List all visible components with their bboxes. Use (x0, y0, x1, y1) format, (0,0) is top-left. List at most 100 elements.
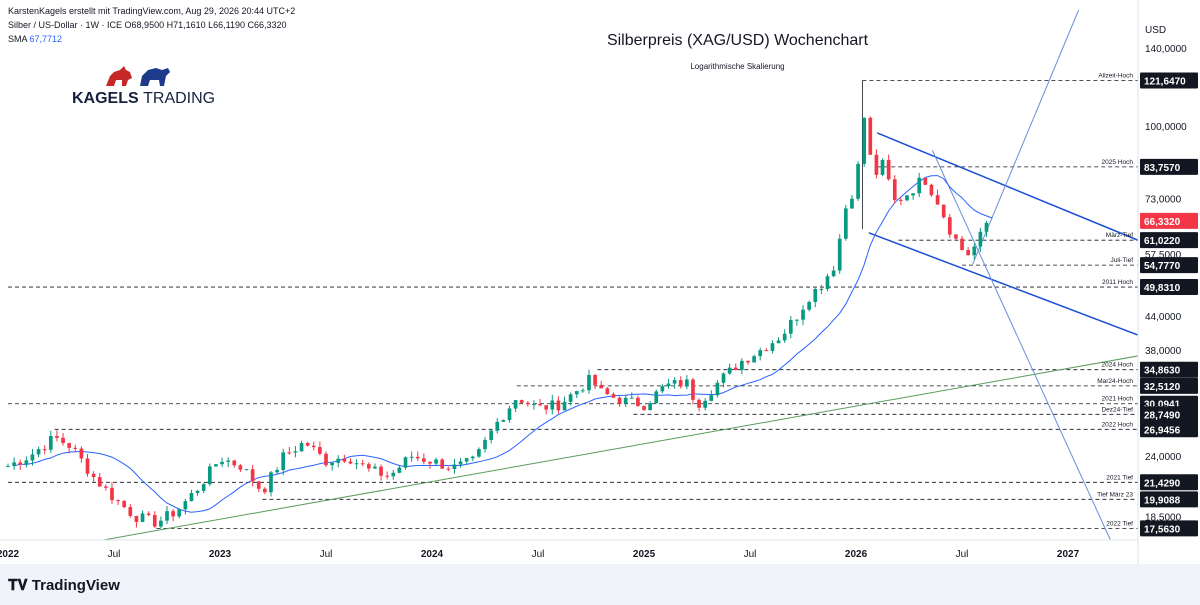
level-label: Juli-Tief (1110, 257, 1133, 264)
candle-body (489, 430, 493, 440)
candle-body (947, 217, 952, 235)
chart-header-info: KarstenKagels erstellt mit TradingView.c… (8, 4, 295, 46)
candle-body (269, 472, 273, 493)
candle-body (788, 320, 793, 334)
level-label: 2024 Hoch (1102, 362, 1134, 369)
tradingview-logo[interactable]: 𝐓𝐕 TradingView (8, 577, 120, 594)
candle-body (642, 406, 646, 411)
level-price-tag: 54,7770 (1144, 261, 1181, 272)
candle-body (61, 437, 65, 444)
sma-label: SMA (8, 34, 28, 44)
candle-body (146, 513, 151, 515)
candle-body (721, 373, 726, 383)
candle-series (6, 116, 989, 529)
candle-body (440, 459, 445, 469)
candle-body (880, 159, 885, 175)
candle-body (611, 394, 616, 398)
candle-body (452, 464, 457, 470)
candle-body (954, 234, 958, 239)
candle-body (868, 117, 873, 155)
candle-body (715, 382, 720, 396)
candle-body (556, 400, 561, 411)
candle-body (691, 379, 695, 400)
candle-body (562, 401, 567, 411)
candle-body (422, 458, 426, 462)
level-price-tag-bg (1140, 520, 1198, 537)
level-price-tag-bg (1140, 361, 1198, 378)
level-price-tag-bg (1140, 474, 1198, 491)
level-price-tag: 83,7570 (1144, 163, 1181, 174)
symbol-label: Silber / US-Dollar · 1W · ICE (8, 20, 123, 30)
chart-area[interactable]: Allzeit-Hoch 2025 Hoch März-Tief Juli-Tief 2… (0, 0, 1200, 564)
candle-body (189, 493, 194, 502)
x-tick-label: 2027 (1057, 549, 1080, 560)
candle-body (795, 319, 799, 321)
candle-body (177, 509, 182, 517)
candle-body (507, 408, 512, 421)
level-price-tag-bg (1140, 421, 1198, 438)
level-label: 2021 Tief (1106, 474, 1133, 481)
candle-body (6, 466, 10, 468)
candle-body (862, 117, 867, 164)
chart-title: Silberpreis (XAG/USD) Wochenchart (606, 32, 869, 49)
candle-body (415, 456, 420, 459)
candle-body (55, 436, 59, 438)
candle-body (385, 475, 390, 477)
level-price-tag: 26,9456 (1144, 425, 1181, 436)
kagels-trading-logo: KAGELS TRADING (70, 64, 215, 114)
candle-body (740, 360, 744, 370)
x-tick-label: Jul (108, 549, 121, 560)
candle-body (758, 350, 763, 357)
candle-body (666, 383, 671, 387)
candle-body (929, 184, 934, 196)
candle-body (311, 445, 316, 448)
level-price-tag: 17,5630 (1144, 524, 1181, 535)
time-axis[interactable]: 2022 Jul 2023 Jul 2024 Jul 2025 Jul 2026 Jul 2027 (0, 539, 1138, 560)
candle-body (813, 289, 818, 302)
candle-body (403, 457, 408, 468)
price-axis[interactable]: USD 140,0000 100,0000 73,0000 57,5000 44,0000… (1137, 0, 1198, 564)
candle-body (672, 380, 677, 384)
candle-body (250, 469, 255, 482)
candle-body (648, 403, 652, 411)
candle-body (373, 466, 377, 469)
level-price-tag: 61,0220 (1144, 236, 1181, 247)
candle-body (409, 456, 414, 458)
y-tick-label: 140,0000 (1145, 44, 1187, 55)
candle-body (837, 238, 842, 271)
level-price-tag-bg (1140, 406, 1198, 423)
candle-body (856, 163, 860, 199)
candle-body (660, 386, 665, 392)
candle-body (899, 199, 903, 201)
level-labels: Allzeit-Hoch 2025 Hoch März-Tief Juli-Tief 2… (1097, 73, 1133, 528)
y-tick-label: 73,0000 (1145, 195, 1182, 206)
candle-body (348, 461, 353, 464)
candle-body (97, 477, 102, 487)
candle-body (550, 400, 555, 410)
candle-body (807, 301, 811, 310)
currency-label: USD (1145, 25, 1166, 36)
candle-body (299, 443, 304, 452)
attribution-line: KarstenKagels erstellt mit TradingView.c… (8, 6, 296, 16)
candle-body (281, 452, 286, 471)
level-price-tag-bg (1140, 257, 1198, 274)
candle-body (140, 513, 145, 522)
candle-body (226, 460, 230, 462)
level-price-tag: 49,8310 (1144, 283, 1181, 294)
candle-body (446, 468, 451, 470)
candle-body (48, 436, 53, 450)
candle-body (379, 466, 383, 476)
candle-body (336, 458, 341, 463)
candle-body (617, 397, 622, 404)
candle-body (42, 449, 47, 451)
level-label: 2022 Tief (1106, 520, 1133, 527)
steep-up-line (972, 9, 1080, 265)
candle-body (532, 403, 536, 405)
candle-body (122, 501, 127, 508)
candle-body (709, 395, 714, 401)
candle-body (342, 458, 347, 462)
brand-bold: KAGELS (72, 90, 139, 107)
x-tick-label: 2023 (209, 549, 232, 560)
candle-body (183, 501, 188, 510)
current-price-tag: 66,3320 (1144, 217, 1181, 228)
